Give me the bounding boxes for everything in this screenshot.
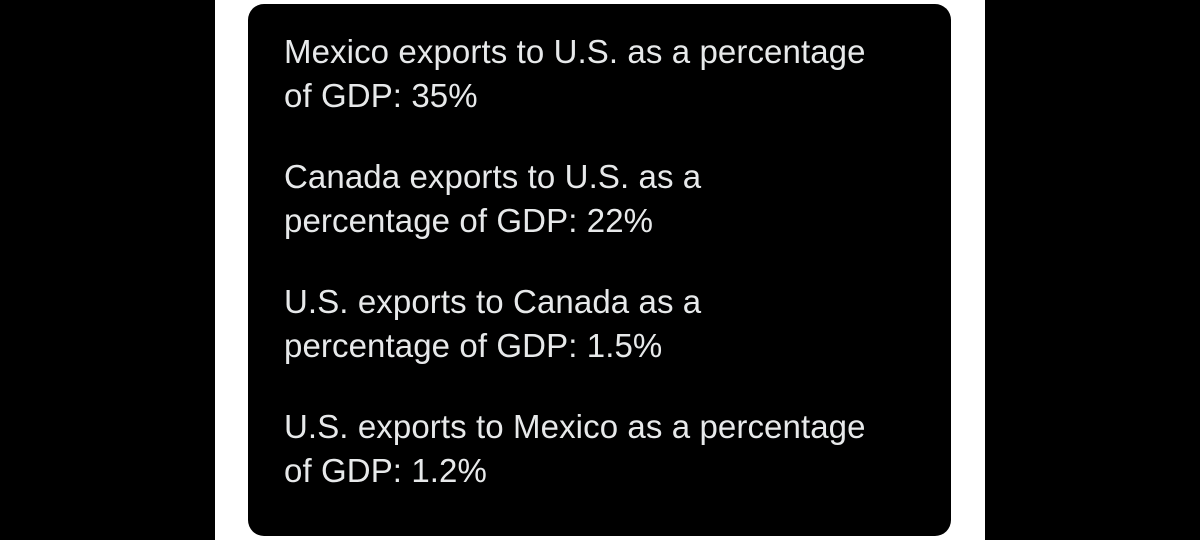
stat-line: Mexico exports to U.S. as a percentage — [284, 33, 866, 70]
stat-line: percentage of GDP: 1.5% — [284, 327, 663, 364]
stat-line: of GDP: 35% — [284, 77, 478, 114]
post-text-card: Mexico exports to U.S. as a percentage o… — [248, 4, 951, 536]
stat-us-exports-to-mexico: U.S. exports to Mexico as a percentage o… — [284, 405, 951, 493]
stat-us-exports-to-canada: U.S. exports to Canada as a percentage o… — [284, 280, 951, 368]
stat-mexico-exports-to-us: Mexico exports to U.S. as a percentage o… — [284, 30, 951, 118]
stat-canada-exports-to-us: Canada exports to U.S. as a percentage o… — [284, 155, 951, 243]
stat-line: of GDP: 1.2% — [284, 452, 487, 489]
stat-line: U.S. exports to Mexico as a percentage — [284, 408, 866, 445]
stat-line: U.S. exports to Canada as a — [284, 283, 702, 320]
stat-line: Canada exports to U.S. as a — [284, 158, 702, 195]
stat-line: percentage of GDP: 22% — [284, 202, 654, 239]
